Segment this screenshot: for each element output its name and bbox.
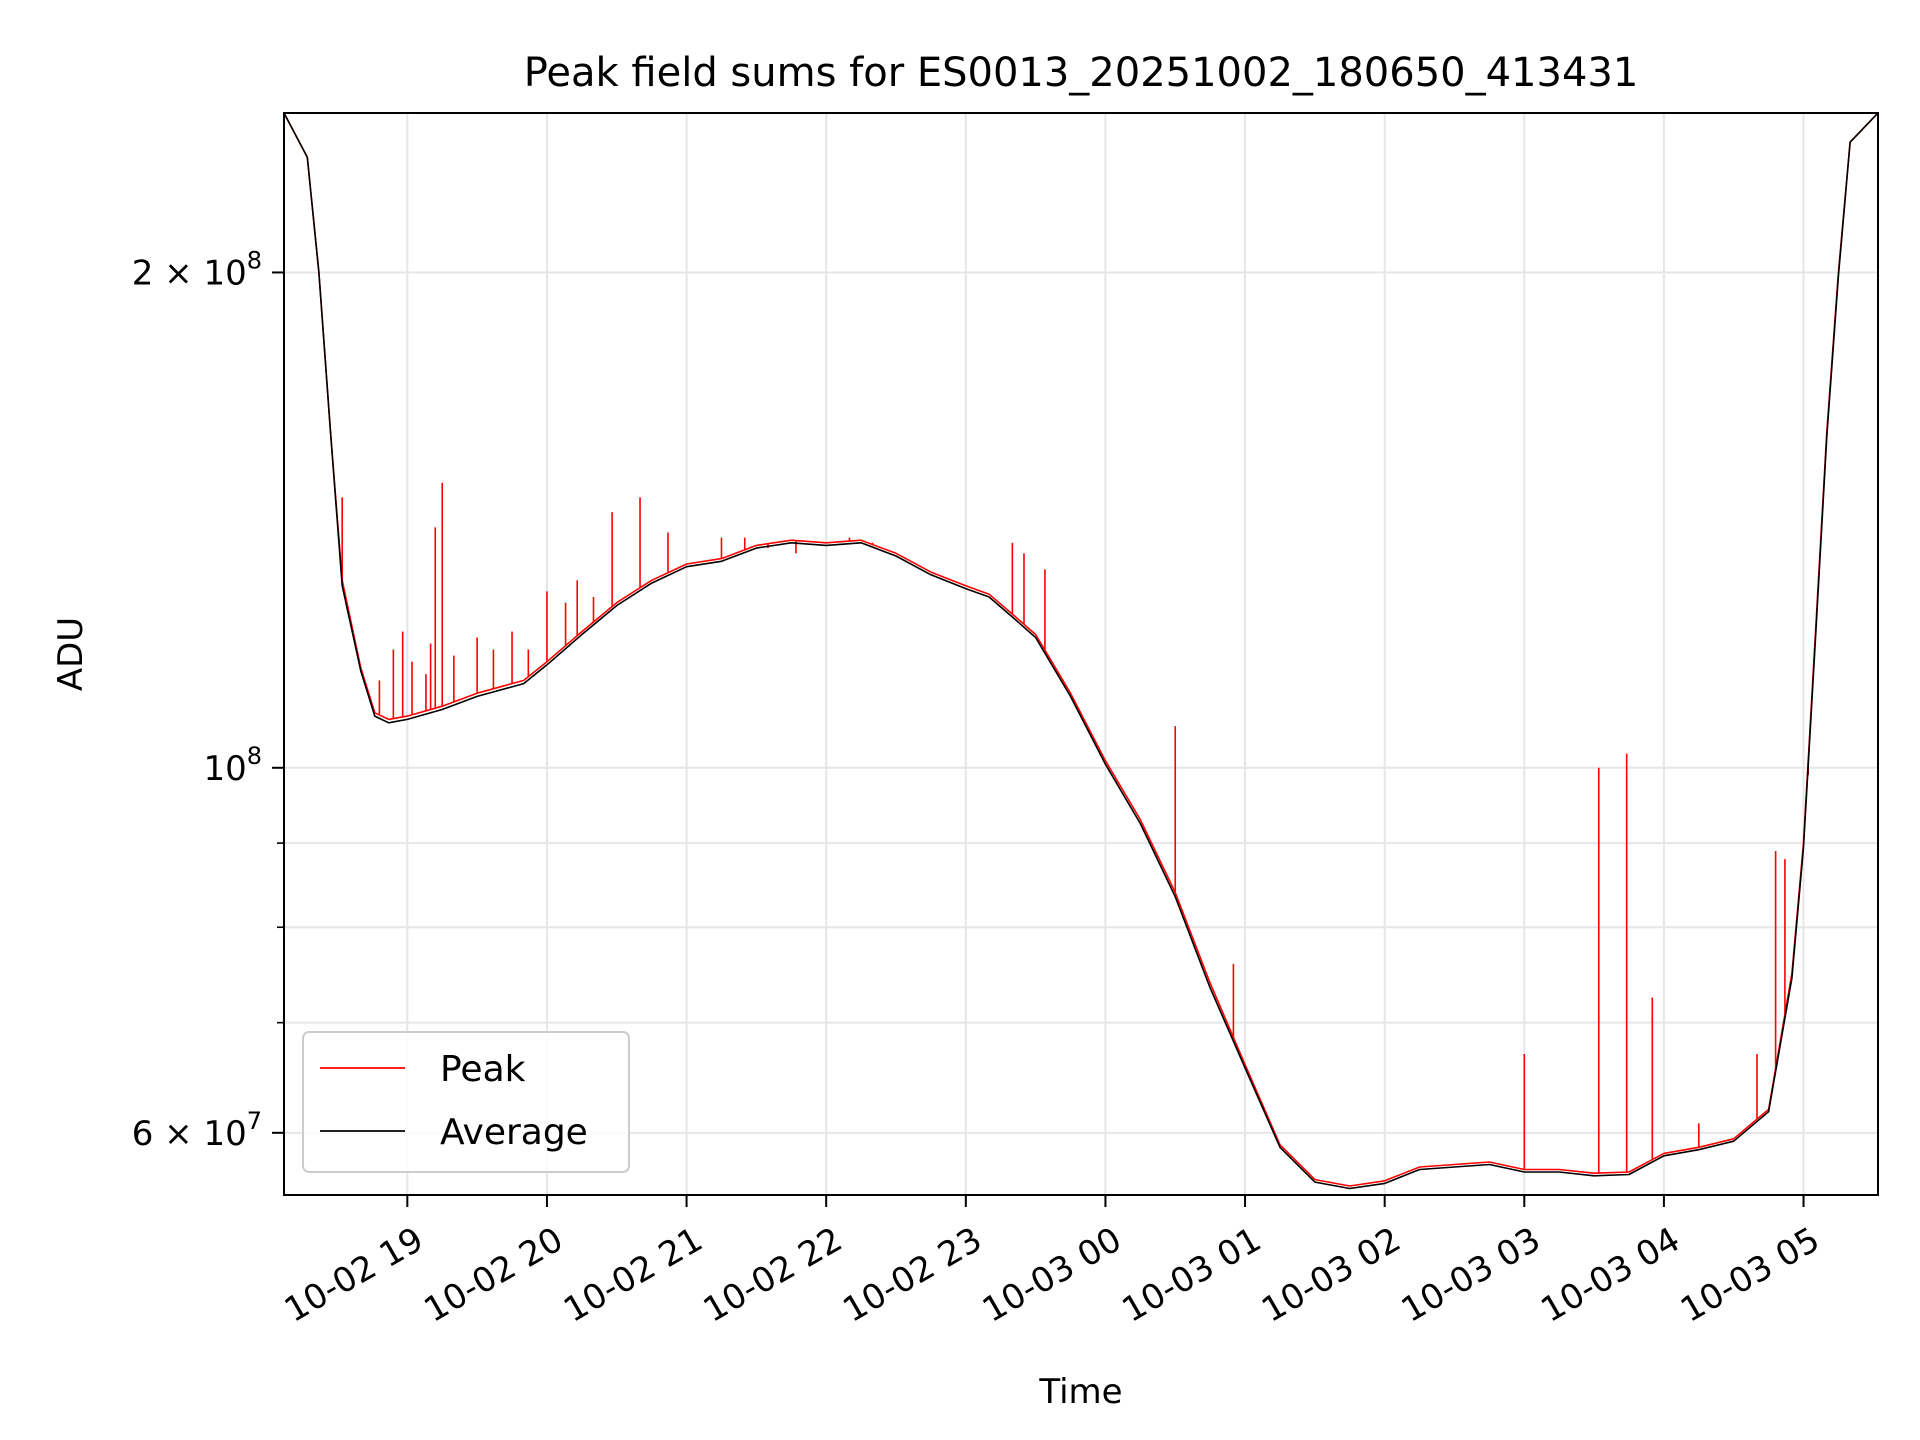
y-tick-base: 2 × 10 bbox=[132, 253, 247, 293]
y-tick-exponent: 8 bbox=[247, 246, 262, 274]
y-tick-exponent: 7 bbox=[247, 1107, 262, 1135]
legend-entry-average: Average bbox=[440, 1112, 588, 1153]
grid-lines bbox=[284, 113, 1878, 1195]
plot-area bbox=[284, 113, 1878, 1190]
x-axis-label: Time bbox=[1038, 1372, 1122, 1412]
y-tick-label: 6 × 107 bbox=[132, 1107, 262, 1154]
plot-frame bbox=[283, 112, 1879, 1196]
y-tick-label: 2 × 108 bbox=[132, 246, 262, 293]
legend: Peak Average bbox=[302, 1031, 630, 1173]
chart-title: Peak field sums for ES0013_20251002_1806… bbox=[524, 50, 1639, 96]
series-line-average bbox=[284, 113, 1878, 1190]
y-tick-base: 10 bbox=[203, 749, 246, 789]
y-tick-label: 108 bbox=[203, 742, 262, 789]
series-line-peak bbox=[284, 113, 1878, 1187]
legend-box bbox=[302, 1031, 630, 1173]
y-axis-label: ADU bbox=[51, 617, 91, 691]
y-tick-exponent: 8 bbox=[247, 742, 262, 770]
y-tick-base: 6 × 10 bbox=[132, 1114, 247, 1154]
legend-entry-peak: Peak bbox=[440, 1049, 526, 1090]
